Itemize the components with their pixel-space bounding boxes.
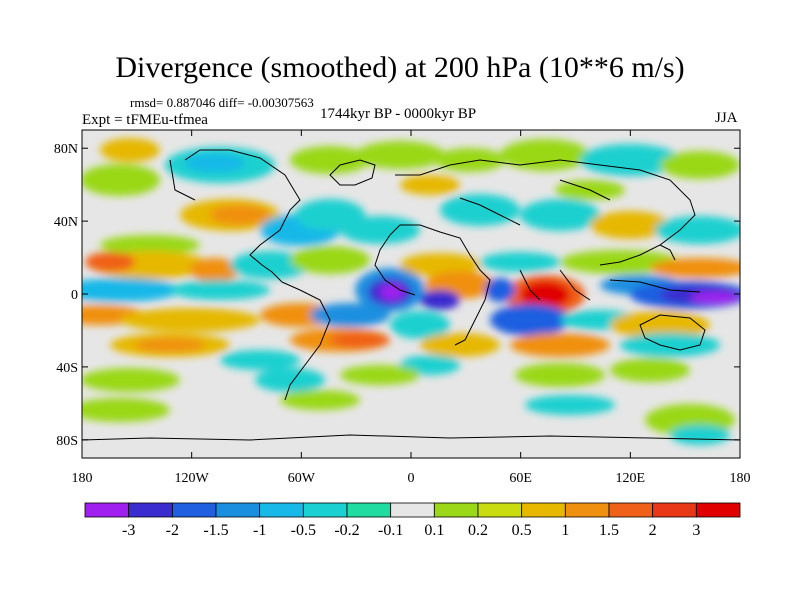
lat-tick-label: 80N xyxy=(54,142,78,157)
colorbar-label: 3 xyxy=(692,522,700,539)
lon-tick-label: 60W xyxy=(288,471,316,486)
colorbar-swatch xyxy=(259,502,304,518)
lon-tick-label: 120E xyxy=(616,471,646,486)
experiment-label: Expt = tFMEu-tfmea xyxy=(82,112,208,128)
colorbar-swatch xyxy=(215,502,261,518)
colorbar-swatch xyxy=(171,502,217,518)
colorbar-label: 2 xyxy=(649,522,657,539)
colorbar-swatch xyxy=(652,502,697,518)
colorbar-swatch xyxy=(477,502,523,518)
colorbar-label: -1 xyxy=(253,522,266,539)
colorbar-swatch xyxy=(302,502,348,518)
lon-tick-label: 60E xyxy=(509,471,532,486)
colorbar-label: -0.1 xyxy=(378,522,403,539)
colorbar-swatch xyxy=(128,502,173,518)
colorbar-label: -2 xyxy=(166,522,179,539)
plot-title: Divergence (smoothed) at 200 hPa (10**6 … xyxy=(115,51,685,84)
lat-tick-label: 40N xyxy=(54,215,78,230)
lat-tick-label: 40S xyxy=(56,361,78,376)
colorbar-label: -1.5 xyxy=(203,522,228,539)
stats-line: rmsd= 0.887046 diff= -0.00307563 xyxy=(130,95,314,110)
lon-tick-label: 180 xyxy=(72,471,93,486)
colorbar-label: 1 xyxy=(561,522,569,539)
colorbar-swatch xyxy=(695,502,741,518)
colorbar-swatch xyxy=(564,502,610,518)
lat-tick-label: 0 xyxy=(71,288,78,303)
colorbar-label: -3 xyxy=(122,522,135,539)
colorbar-label: -0.5 xyxy=(291,522,316,539)
coastlines xyxy=(82,149,740,441)
colorbar-swatch xyxy=(521,502,566,518)
period-label: 1744kyr BP - 0000kyr BP xyxy=(320,106,477,122)
colorbar-label: 0.1 xyxy=(424,522,444,539)
longitude-axis: 180 120W 60W 0 60E 120E 180 xyxy=(72,130,751,486)
season-label: JJA xyxy=(715,110,738,126)
colorbar-swatch xyxy=(608,502,654,518)
colorbar-swatch xyxy=(346,502,392,518)
colorbar: -3 -2 -1.5 -1 -0.5 -0.2 -0.1 0.1 0.2 0.5 1 1.5 2 3 xyxy=(84,502,741,539)
colorbar-swatch xyxy=(84,502,130,518)
colorbar-swatch xyxy=(433,502,479,518)
lon-tick-label: 120W xyxy=(175,471,210,486)
divergence-field xyxy=(82,138,740,445)
lon-tick-label: 0 xyxy=(408,471,415,486)
colorbar-swatch xyxy=(390,502,435,518)
colorbar-label: 0.5 xyxy=(512,522,532,539)
colorbar-label: 0.2 xyxy=(468,522,488,539)
lat-tick-label: 80S xyxy=(56,434,78,449)
colorbar-label: -0.2 xyxy=(334,522,359,539)
lon-tick-label: 180 xyxy=(730,471,751,486)
latitude-axis: 80N 40N 0 40S 80S xyxy=(54,142,740,449)
colorbar-label: 1.5 xyxy=(599,522,619,539)
